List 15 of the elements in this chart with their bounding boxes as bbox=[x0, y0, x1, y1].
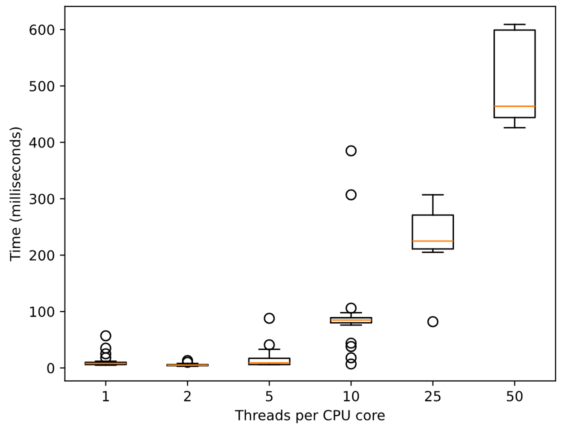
y-tick-label: 0 bbox=[47, 362, 54, 374]
y-tick-label: 300 bbox=[30, 194, 54, 204]
x-tick-label: 5 bbox=[266, 391, 273, 402]
x-tick-label: 10 bbox=[344, 390, 360, 402]
x-axis-title: Threads per CPU core bbox=[234, 410, 385, 424]
y-tick-label: 600 bbox=[30, 24, 54, 36]
y-axis-title: Time (milliseconds) bbox=[10, 127, 22, 262]
y-tick-label: 400 bbox=[29, 137, 54, 148]
x-tick-label: 25 bbox=[425, 390, 440, 402]
x-tick-label: 2 bbox=[184, 390, 191, 402]
y-tick-label: 100 bbox=[30, 306, 54, 318]
y-tick-label: 200 bbox=[30, 250, 54, 261]
x-tick-label: 1 bbox=[102, 391, 109, 402]
x-tick-label: 50 bbox=[506, 390, 523, 402]
y-tick-label: 500 bbox=[30, 80, 54, 92]
